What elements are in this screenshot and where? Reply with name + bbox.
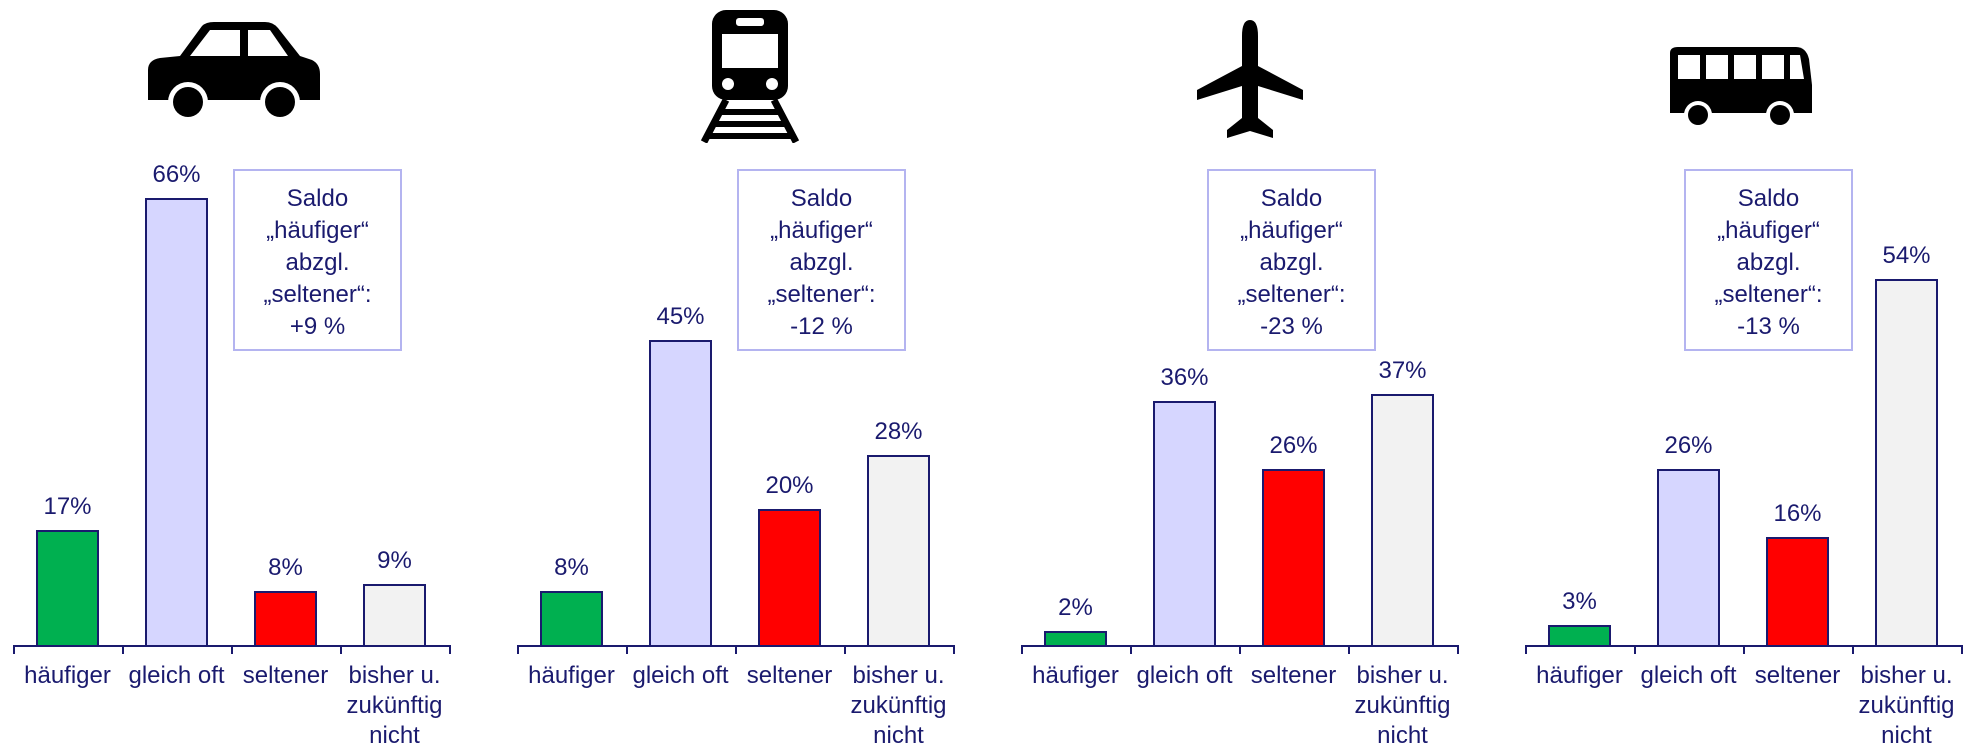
- annotation-line: abzgl.: [1736, 249, 1801, 276]
- train-icon: [700, 10, 800, 143]
- axis-tick: [1457, 645, 1459, 654]
- value-label: 45%: [656, 302, 705, 330]
- annotation-line: „häufiger“: [266, 217, 369, 244]
- axis-tick: [626, 645, 628, 654]
- axis-tick: [1130, 645, 1132, 654]
- value-label: 16%: [1773, 499, 1822, 527]
- annotation-box: Saldo „häufiger“ abzgl. „seltener“: -12 %: [737, 169, 906, 351]
- axis-tick: [1525, 645, 1527, 654]
- bar: [1371, 394, 1434, 647]
- value-label: 20%: [765, 472, 814, 500]
- axis-tick: [953, 645, 955, 654]
- value-label: 66%: [152, 160, 201, 188]
- bar: [36, 529, 99, 647]
- bar: [649, 339, 712, 647]
- axis-tick: [1348, 645, 1350, 654]
- value-label: 26%: [1269, 431, 1318, 459]
- value-label: 3%: [1562, 587, 1597, 615]
- value-label: 17%: [43, 492, 92, 520]
- annotation-line: Saldo: [286, 185, 349, 212]
- bar: [363, 583, 426, 647]
- bus-icon: [1670, 47, 1812, 129]
- annotation-line: „häufiger“: [1240, 217, 1343, 244]
- bar: [254, 590, 317, 647]
- annotation-line: „seltener“:: [767, 281, 876, 308]
- category-label: bisher u. zukünftig nicht: [1858, 662, 1955, 749]
- annotation-box: Saldo „häufiger“ abzgl. „seltener“: +9 %: [233, 169, 402, 351]
- category-label: seltener: [746, 662, 833, 689]
- annotation-box: Saldo „häufiger“ abzgl. „seltener“: -13 %: [1684, 169, 1853, 351]
- category-label: häufiger: [24, 662, 111, 689]
- axis-tick: [1021, 645, 1023, 654]
- value-label: 36%: [1160, 363, 1209, 391]
- axis-tick: [1961, 645, 1963, 654]
- value-label: 9%: [377, 546, 412, 574]
- annotation-box: Saldo „häufiger“ abzgl. „seltener“: -23 %: [1207, 169, 1376, 351]
- annotation-line: „häufiger“: [1717, 217, 1820, 244]
- annotation-line: Saldo: [1260, 185, 1323, 212]
- plane-icon: [1197, 20, 1303, 138]
- annotation-line: +9 %: [289, 313, 346, 340]
- category-label: seltener: [1754, 662, 1841, 689]
- axis-tick: [844, 645, 846, 654]
- bar: [145, 197, 208, 647]
- category-label: gleich oft: [1640, 662, 1737, 689]
- bar: [540, 590, 603, 647]
- axis-tick: [231, 645, 233, 654]
- value-label: 28%: [874, 418, 923, 446]
- category-label: seltener: [1250, 662, 1337, 689]
- category-label: gleich oft: [128, 662, 225, 689]
- value-label: 37%: [1378, 357, 1427, 385]
- bar: [1262, 468, 1325, 647]
- annotation-line: „häufiger“: [770, 217, 873, 244]
- value-label: 2%: [1058, 594, 1093, 622]
- value-label: 8%: [268, 553, 303, 581]
- axis-tick: [340, 645, 342, 654]
- annotation-line: „seltener“:: [1237, 281, 1346, 308]
- value-label: 54%: [1882, 241, 1931, 269]
- bar: [1766, 536, 1829, 647]
- annotation-line: abzgl.: [285, 249, 350, 276]
- category-label: häufiger: [528, 662, 615, 689]
- axis-tick: [735, 645, 737, 654]
- axis-tick: [449, 645, 451, 654]
- category-label: bisher u. zukünftig nicht: [850, 662, 947, 749]
- bar: [1044, 631, 1107, 647]
- annotation-line: „seltener“:: [263, 281, 372, 308]
- annotation-line: -12 %: [790, 313, 853, 340]
- annotation-line: -23 %: [1260, 313, 1323, 340]
- annotation-line: abzgl.: [1259, 249, 1324, 276]
- axis-tick: [122, 645, 124, 654]
- bar: [867, 455, 930, 647]
- bar: [1657, 468, 1720, 647]
- category-label: gleich oft: [1136, 662, 1233, 689]
- axis-tick: [13, 645, 15, 654]
- axis-tick: [1634, 645, 1636, 654]
- category-label: häufiger: [1536, 662, 1623, 689]
- category-label: bisher u. zukünftig nicht: [346, 662, 443, 749]
- car-icon: [148, 22, 320, 120]
- axis-tick: [517, 645, 519, 654]
- annotation-line: Saldo: [1737, 185, 1800, 212]
- value-label: 26%: [1664, 431, 1713, 459]
- category-label: häufiger: [1032, 662, 1119, 689]
- axis-tick: [1239, 645, 1241, 654]
- axis-tick: [1852, 645, 1854, 654]
- annotation-line: „seltener“:: [1714, 281, 1823, 308]
- category-label: seltener: [242, 662, 329, 689]
- annotation-line: Saldo: [790, 185, 853, 212]
- bar: [1548, 624, 1611, 647]
- category-label: bisher u. zukünftig nicht: [1354, 662, 1451, 749]
- annotation-line: abzgl.: [789, 249, 854, 276]
- bar: [1153, 400, 1216, 647]
- category-label: gleich oft: [632, 662, 729, 689]
- annotation-line: -13 %: [1737, 313, 1800, 340]
- value-label: 8%: [554, 553, 589, 581]
- axis-tick: [1743, 645, 1745, 654]
- bar: [1875, 278, 1938, 647]
- bar: [758, 509, 821, 647]
